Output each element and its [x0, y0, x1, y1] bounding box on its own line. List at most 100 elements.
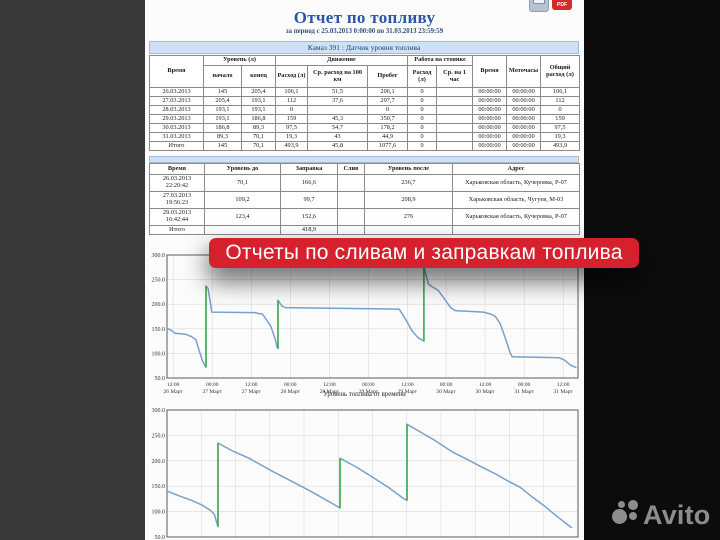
left-dark-bar — [0, 0, 145, 540]
plot-border — [166, 254, 579, 379]
axis-tick-label: 250.0 — [152, 433, 166, 439]
table-cell: 89,3 — [241, 123, 276, 133]
axis-tick-label: 100.0 — [152, 510, 166, 516]
axis-tick-label: 50.0 — [155, 535, 166, 540]
table-cell: 97,5 — [540, 123, 581, 133]
table-cell: 19,3 — [540, 132, 581, 142]
table-cell: 00:00:00 — [506, 123, 542, 133]
table-cell: 0 — [407, 114, 438, 124]
table-cell: 159 — [540, 114, 581, 124]
table-cell — [436, 132, 474, 142]
header-cell: Уровень после — [364, 163, 453, 175]
axis-tick-label: 12:00 — [323, 382, 336, 388]
table-cell: 54,7 — [307, 123, 368, 133]
avito-watermark: Avito — [612, 499, 711, 531]
table-cell: 00:00:00 — [472, 87, 508, 97]
table-cell: 0 — [366, 105, 409, 115]
table-cell: 26.03.2013 — [149, 87, 204, 97]
axis-tick-label: 100.0 — [152, 351, 166, 357]
table-cell: 159 — [275, 114, 308, 124]
table-cell: 0 — [407, 87, 438, 97]
header-cell: Время — [472, 55, 508, 88]
header-cell: конец — [241, 65, 276, 88]
table-cell: 00:00:00 — [472, 96, 508, 106]
table-cell: 00:00:00 — [472, 105, 508, 115]
table-cell — [364, 225, 453, 235]
table-cell — [436, 87, 474, 97]
table-cell: 27.03.2013 — [149, 96, 204, 106]
table-cell: 45,8 — [307, 141, 368, 151]
plot-border — [166, 409, 579, 538]
table-cell: 1077,6 — [366, 141, 409, 151]
table-cell: 112 — [540, 96, 581, 106]
axis-tick-label: 26 Март — [164, 389, 184, 395]
daily-fuel-table: Время Уровень (л) Движение Работа на стоянк… — [149, 55, 581, 151]
table-cell: 00:00:00 — [472, 132, 508, 142]
table-cell — [436, 141, 474, 151]
table-cell: 70,1 — [241, 132, 276, 142]
table-cell: 99,7 — [280, 191, 338, 209]
axis-tick-label: 150.0 — [152, 327, 166, 333]
table-cell: 00:00:00 — [472, 141, 508, 151]
pdf-export-button[interactable]: PDF — [552, 0, 572, 10]
header-cell: Ср. расход на 100 км — [307, 65, 368, 88]
table-cell: 193,1 — [241, 105, 276, 115]
table-row: Итого 145 70,1 493,9 45,8 1077,6 0 00:00:00 00:0… — [149, 141, 581, 151]
table-cell: 193,1 — [241, 96, 276, 106]
header-cell: Адрес — [452, 163, 580, 175]
header-cell: Уровень (л) — [203, 55, 276, 66]
table-cell: 26.03.2013 22:20:42 — [149, 174, 205, 192]
table-cell: 51,5 — [307, 87, 368, 97]
axis-tick-label: 31 Март — [554, 389, 574, 395]
avito-wordmark: Avito — [643, 499, 711, 530]
table-cell: 30.03.2013 — [149, 123, 204, 133]
table-cell: 43 — [307, 132, 368, 142]
refuel-section-header — [149, 156, 579, 163]
table-cell: 97,5 — [275, 123, 308, 133]
table-cell: 106,1 — [540, 87, 581, 97]
fuel-level-distance-chart: 300.0 250.0 200.0 150.0 100.0 50.0 — [152, 408, 579, 540]
axis-tick-label: 28 Март — [320, 389, 340, 395]
table-cell — [436, 105, 474, 115]
print-button[interactable] — [529, 0, 549, 12]
table-header-row: Время Уровень до Заправка Слив Уровень после… — [149, 163, 580, 175]
table-cell: 0 — [275, 105, 308, 115]
axis-tick-label: 12:00 — [479, 382, 492, 388]
axis-tick-label: 30 Март — [475, 389, 495, 395]
axis-tick-label: 31 Март — [515, 389, 535, 395]
table-row: 26.03.2013 145 205,4 106,1 51,5 206,1 0 00:00:0… — [149, 87, 581, 97]
axis-tick-label: 00:00 — [362, 382, 375, 388]
axis-tick-label: 00:00 — [440, 382, 453, 388]
table-cell — [436, 123, 474, 133]
table-cell: 00:00:00 — [506, 141, 542, 151]
table-cell: 193,1 — [203, 114, 242, 124]
avito-logo-icon — [612, 499, 640, 531]
table-cell: 206,1 — [366, 87, 409, 97]
axis-tick-label: 29 Март — [359, 389, 379, 395]
table-cell: 70,1 — [204, 174, 281, 192]
table-cell: 112 — [275, 96, 308, 106]
table-cell: 350,7 — [366, 114, 409, 124]
table-cell: 145 — [203, 141, 242, 151]
fuel-report-page: PDF Отчет по топливу за период с 25.03.2… — [145, 0, 584, 540]
table-cell: 70,1 — [241, 141, 276, 151]
axis-tick-label: 200.0 — [152, 302, 166, 308]
table-cell — [452, 225, 580, 235]
header-cell: Движение — [274, 55, 409, 66]
header-cell: Уровень до — [204, 163, 281, 175]
table-cell: 27.03.2013 19:56:23 — [149, 191, 205, 209]
table-cell — [204, 225, 281, 235]
vehicle-section-header: Камаз 391 : Датчик уровня топлива — [149, 41, 579, 54]
header-cell: Моточасы — [506, 55, 542, 88]
header-cell: Время — [149, 163, 205, 175]
table-row: 28.03.2013 193,1 193,1 0 0 0 00:00:00 00:00:00 0 — [149, 105, 581, 115]
axis-tick-label: 12:00 — [245, 382, 258, 388]
table-cell: 109,2 — [204, 191, 281, 209]
table-row: 27.03.2013 205,4 193,1 112 37,6 297,7 0 00:00:0… — [149, 96, 581, 106]
axis-tick-label: 27 Март — [203, 389, 223, 395]
axis-tick-label: 300.0 — [152, 253, 166, 259]
axis-tick-label: 27 Март — [242, 389, 262, 395]
table-header-row: Время Уровень (л) Движение Работа на стоянк… — [149, 55, 581, 88]
